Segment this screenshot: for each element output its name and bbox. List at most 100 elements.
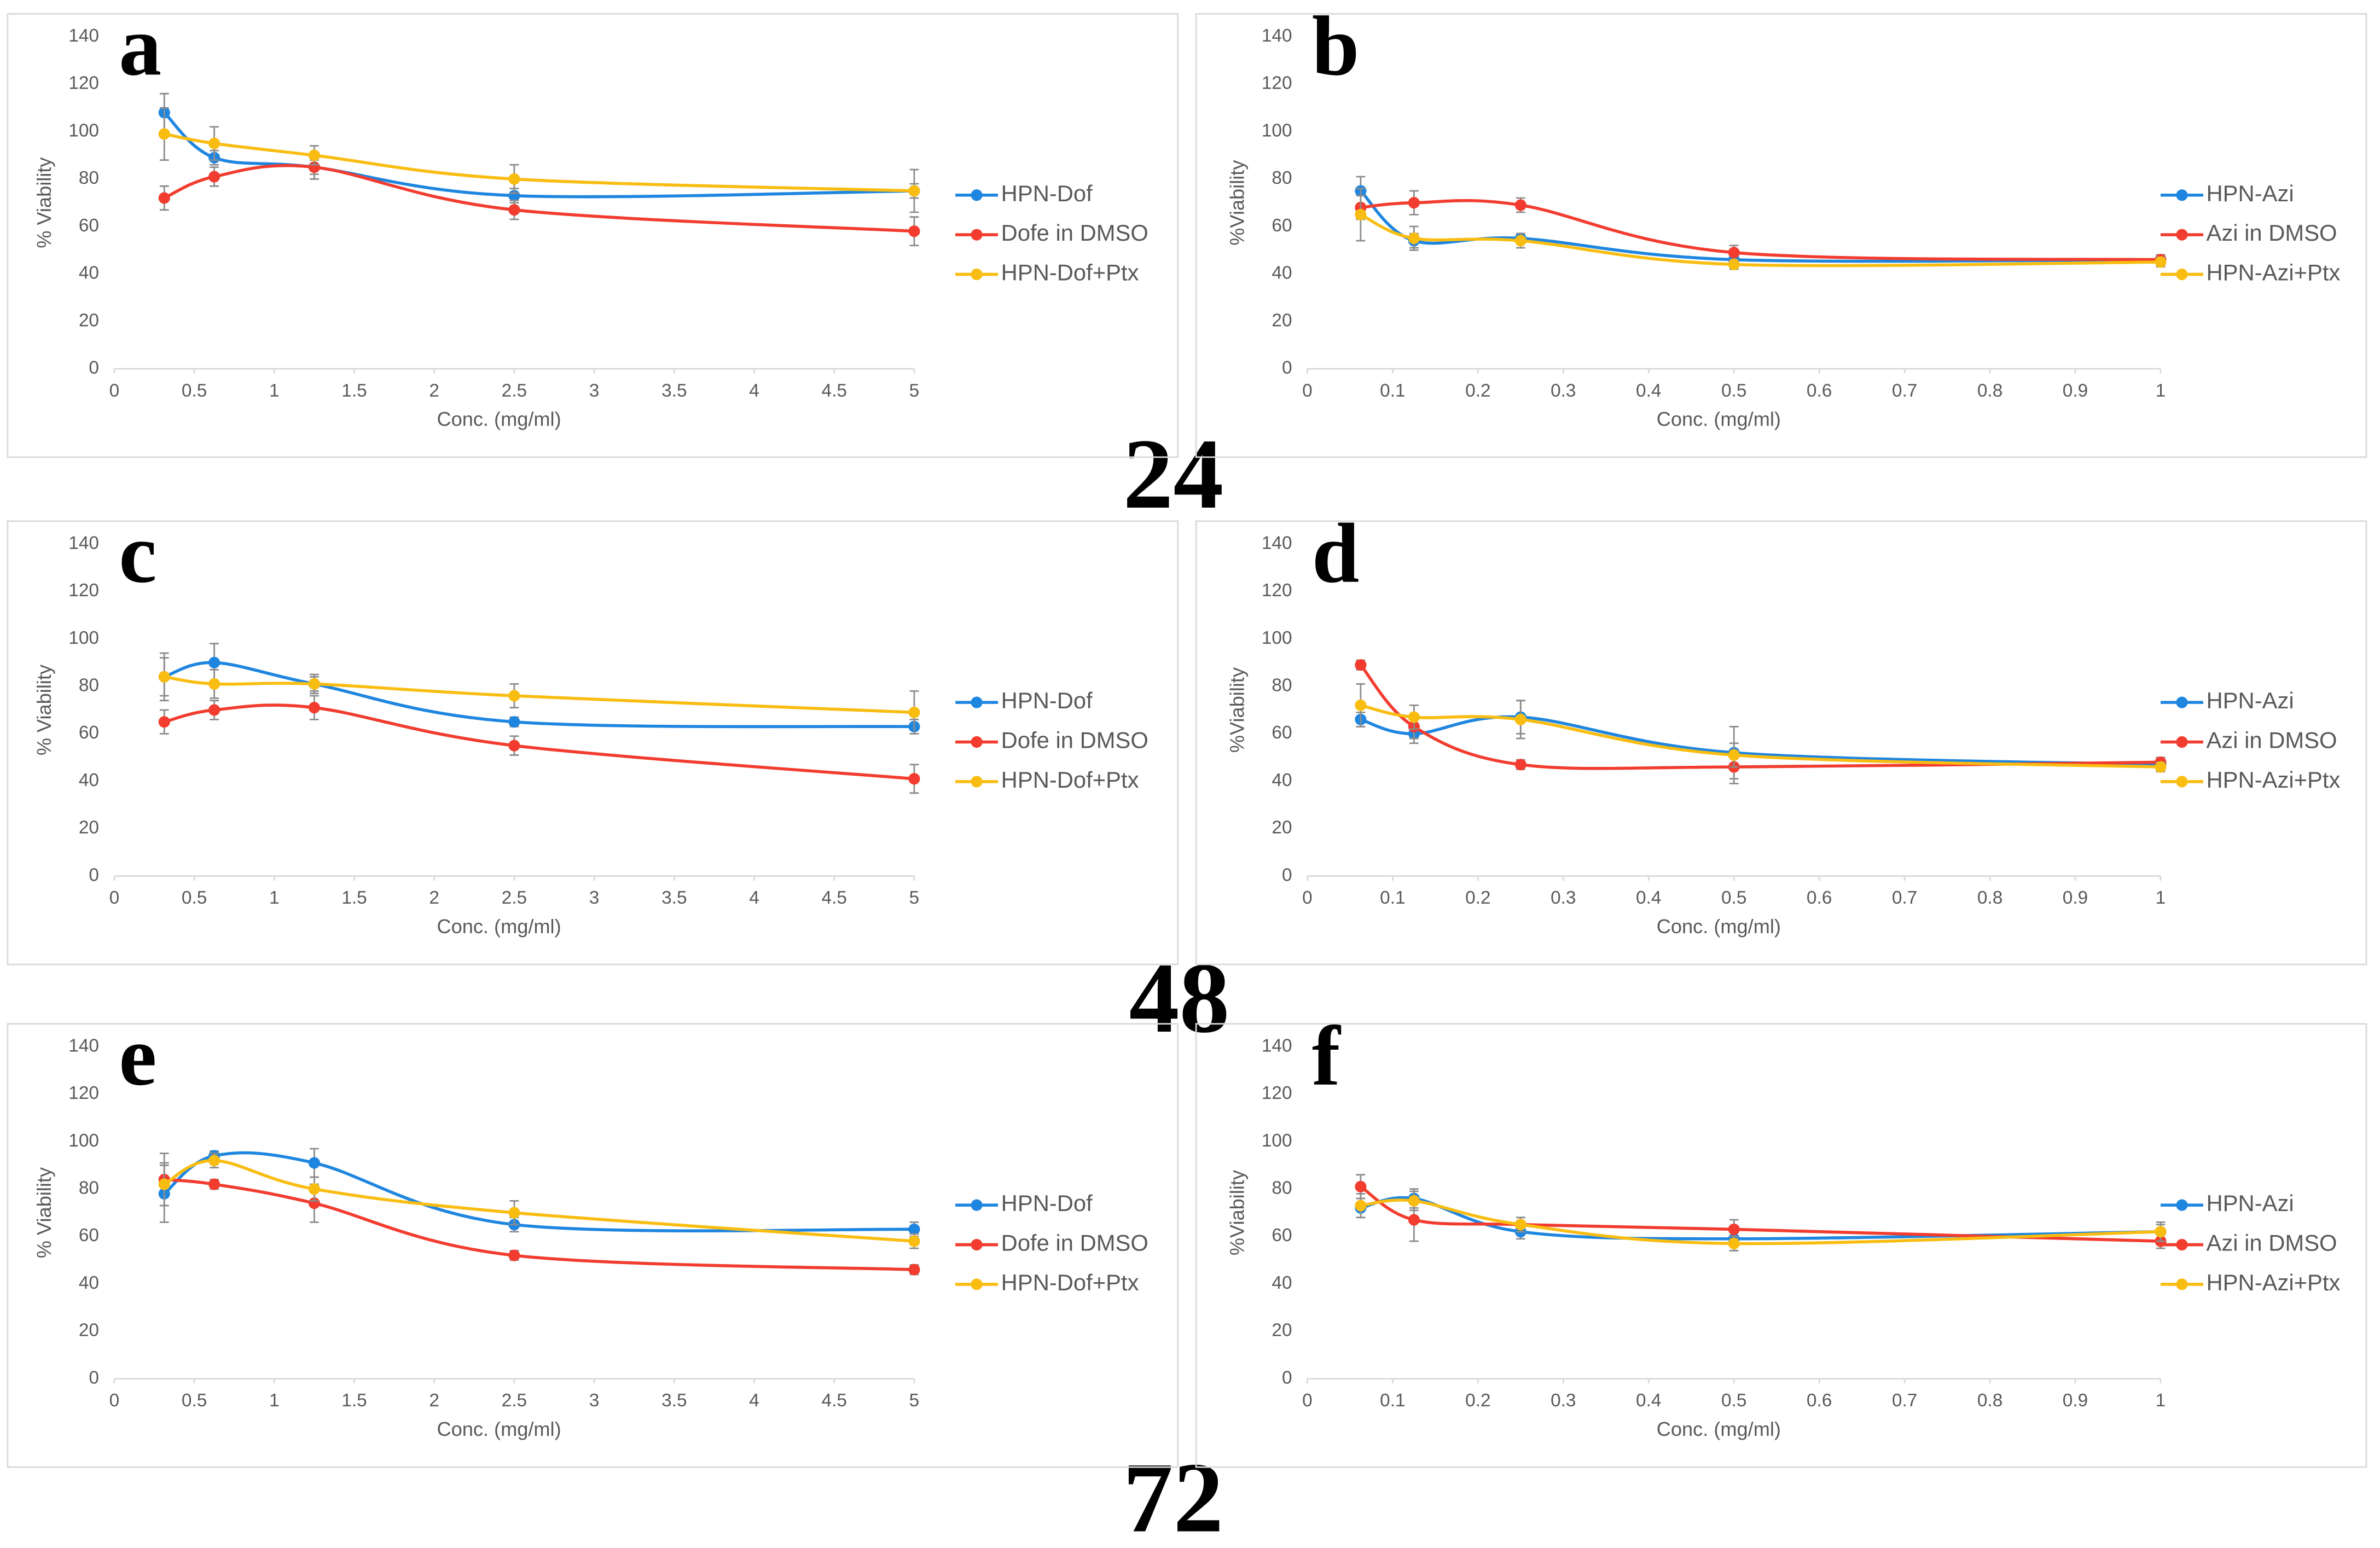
- legend-marker: [971, 189, 983, 201]
- x-tick-label: 0: [109, 381, 120, 401]
- x-tick-label: 0.7: [1892, 1390, 1917, 1411]
- legend-marker: [2176, 736, 2188, 748]
- x-tick-label: 1.5: [341, 888, 367, 908]
- y-tick-label: 20: [79, 1320, 99, 1341]
- x-tick-label: 0: [1302, 1390, 1313, 1411]
- legend-marker: [971, 696, 983, 708]
- x-tick-label: 0.4: [1636, 381, 1661, 401]
- x-tick-label: 0.4: [1636, 1390, 1661, 1411]
- y-tick-label: 20: [1272, 310, 1292, 330]
- data-point: [308, 149, 320, 161]
- y-tick-label: 100: [68, 120, 99, 141]
- data-point: [1355, 659, 1367, 671]
- legend-marker: [971, 1278, 983, 1290]
- x-tick-label: 1.5: [341, 1390, 367, 1411]
- legend-label: Azi in DMSO: [2207, 1230, 2337, 1256]
- x-tick-label: 5: [909, 888, 920, 908]
- legend-marker: [2176, 1238, 2188, 1251]
- x-tick-label: 0: [1302, 381, 1313, 401]
- x-tick-label: 1: [2156, 1390, 2166, 1411]
- x-tick-label: 0.8: [1977, 381, 2002, 401]
- data-point: [158, 671, 170, 683]
- x-tick-label: 0.1: [1380, 888, 1405, 908]
- y-tick-label: 120: [68, 1083, 99, 1103]
- x-tick-label: 0.9: [2063, 888, 2088, 908]
- data-point: [508, 690, 520, 702]
- data-point: [1408, 711, 1420, 723]
- data-point: [208, 171, 220, 183]
- x-tick-label: 0.1: [1380, 1390, 1405, 1411]
- legend-label: HPN-Azi: [2207, 181, 2294, 206]
- y-tick-label: 0: [89, 358, 99, 378]
- legend-label: Dofe in DMSO: [1001, 728, 1148, 753]
- y-tick-label: 100: [68, 1131, 99, 1151]
- data-point: [1355, 1200, 1367, 1212]
- x-tick-label: 0.8: [1977, 1390, 2002, 1411]
- data-point: [1408, 232, 1420, 245]
- x-tick-label: 4: [749, 1390, 759, 1411]
- y-tick-label: 40: [79, 263, 99, 283]
- legend-marker: [971, 1199, 983, 1211]
- data-point: [308, 1183, 320, 1195]
- x-tick-label: 5: [909, 1390, 920, 1411]
- data-point: [1514, 199, 1526, 211]
- panel-frame: [1195, 1023, 2367, 1468]
- y-axis-title: %Viability: [1226, 160, 1249, 246]
- x-tick-label: 1: [2156, 888, 2166, 908]
- y-axis-title: % Viability: [33, 157, 55, 248]
- legend-label: HPN-Azi+Ptx: [2207, 1270, 2341, 1295]
- hour-label: 48: [1129, 942, 1230, 1054]
- legend-label: HPN-Azi: [2207, 1190, 2294, 1216]
- data-point: [1728, 258, 1740, 270]
- x-tick-label: 2.5: [502, 381, 527, 401]
- x-tick-label: 2.5: [502, 1390, 527, 1411]
- legend-marker: [971, 229, 983, 241]
- data-point: [508, 1249, 520, 1261]
- legend-label: HPN-Dof+Ptx: [1001, 1270, 1139, 1295]
- panel-label: a: [119, 0, 161, 93]
- y-tick-label: 80: [79, 168, 99, 188]
- data-point: [908, 225, 920, 237]
- y-tick-label: 0: [89, 1367, 99, 1388]
- y-axis-title: % Viability: [33, 664, 55, 755]
- legend-label: HPN-Dof: [1001, 181, 1093, 206]
- panel-label: d: [1312, 506, 1360, 601]
- x-tick-label: 0.4: [1636, 888, 1661, 908]
- x-tick-label: 3.5: [661, 888, 687, 908]
- data-point: [1728, 749, 1740, 761]
- data-point: [1355, 699, 1367, 711]
- data-point: [1728, 247, 1740, 259]
- panel-label: e: [119, 1009, 156, 1103]
- x-tick-label: 2: [429, 1390, 439, 1411]
- y-tick-label: 40: [1272, 263, 1292, 283]
- x-tick-label: 0.2: [1465, 381, 1490, 401]
- legend-label: HPN-Azi+Ptx: [2207, 260, 2341, 286]
- legend-marker: [971, 776, 983, 788]
- data-point: [1355, 1180, 1367, 1192]
- x-tick-label: 1: [269, 381, 280, 401]
- x-tick-label: 2.5: [502, 888, 527, 908]
- data-point: [1728, 1223, 1740, 1235]
- x-tick-label: 0: [1302, 888, 1313, 908]
- x-tick-label: 1: [269, 888, 280, 908]
- legend-marker: [2176, 189, 2188, 201]
- y-tick-label: 80: [1272, 675, 1292, 695]
- y-tick-label: 0: [1282, 1367, 1292, 1388]
- y-tick-label: 140: [68, 533, 99, 553]
- y-tick-label: 120: [68, 580, 99, 601]
- legend-label: HPN-Azi: [2207, 688, 2294, 713]
- data-point: [158, 1178, 170, 1190]
- y-tick-label: 20: [79, 818, 99, 838]
- data-point: [158, 128, 170, 140]
- data-point: [208, 1155, 220, 1167]
- data-point: [1355, 208, 1367, 220]
- y-tick-label: 100: [1262, 1131, 1292, 1151]
- x-tick-label: 0.2: [1465, 1390, 1490, 1411]
- y-tick-label: 60: [79, 216, 99, 236]
- x-tick-label: 0.6: [1807, 888, 1832, 908]
- x-tick-label: 0.5: [1721, 1390, 1746, 1411]
- x-tick-label: 0.7: [1892, 888, 1917, 908]
- legend-label: Azi in DMSO: [2207, 728, 2337, 753]
- y-tick-label: 60: [1272, 1225, 1292, 1246]
